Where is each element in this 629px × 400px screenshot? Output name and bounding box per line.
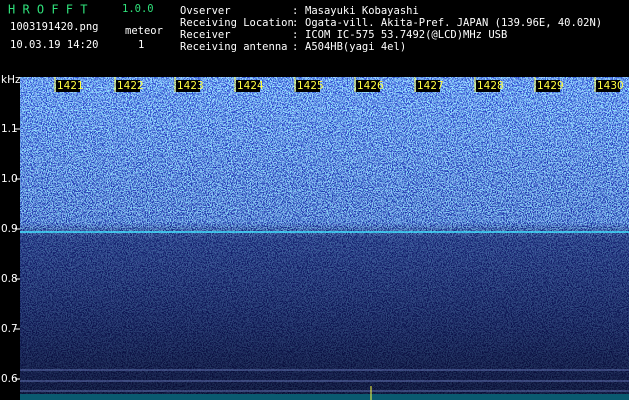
info-value: A504HB(yagi 4el) xyxy=(305,41,406,53)
info-label: Receiver xyxy=(180,29,231,41)
info-value: ICOM IC-575 53.7492(@LCD)MHz USB xyxy=(305,29,507,41)
time-label-bg xyxy=(56,80,80,92)
filename: 1003191420.png xyxy=(10,21,99,33)
time-label: 1423 xyxy=(177,80,204,92)
y-label: 0.9 xyxy=(1,223,18,235)
time-labels: 1421 1422 1423 1424 1425 1426 1427 1428 1429 1430 xyxy=(54,77,624,92)
time-label: 1428 xyxy=(477,80,504,92)
info-separator: : xyxy=(292,5,298,17)
level-trace xyxy=(20,394,629,400)
time-label-bg xyxy=(236,80,260,92)
y-label: 0.7 xyxy=(1,323,18,335)
time-label-bg xyxy=(596,80,620,92)
y-axis-area xyxy=(0,77,20,400)
info-value: Masayuki Kobayashi xyxy=(305,5,419,17)
y-unit: kHz xyxy=(1,74,21,86)
info-value: Ogata-vill. Akita-Pref. JAPAN (139.96E, … xyxy=(305,17,602,29)
info-label: Receiving antenna xyxy=(180,41,287,53)
time-label: 1421 xyxy=(57,80,84,92)
time-label-bg xyxy=(416,80,440,92)
app-title: H R O F F T xyxy=(8,3,87,17)
info-separator: : xyxy=(292,41,298,53)
mode: meteor xyxy=(125,25,163,37)
info-label: Ovserver xyxy=(180,5,231,17)
version: 1.0.0 xyxy=(122,3,154,15)
time-label-bg xyxy=(176,80,200,92)
info-label: Receiving Location xyxy=(180,17,294,29)
time-label: 1422 xyxy=(117,80,144,92)
time-label: 1424 xyxy=(237,80,264,92)
time-label: 1426 xyxy=(357,80,384,92)
info-panel: Ovserver: Masayuki Kobayashi Receiving Loc… xyxy=(180,5,602,53)
time-label: 1429 xyxy=(537,80,564,92)
y-label: 1.0 xyxy=(1,173,18,185)
noise xyxy=(20,77,629,400)
y-axis: kHz 1.1 1.0 0.9 0.8 0.7 0.6 xyxy=(1,74,21,385)
info-separator: : xyxy=(292,17,298,29)
time-label: 1425 xyxy=(297,80,324,92)
time-label: 1430 xyxy=(597,80,624,92)
info-separator: : xyxy=(292,29,298,41)
time-label-bg xyxy=(536,80,560,92)
datetime: 10.03.19 14:20 xyxy=(10,39,99,51)
count: 1 xyxy=(138,39,144,51)
time-label-bg xyxy=(296,80,320,92)
time-label-bg xyxy=(356,80,380,92)
time-label: 1427 xyxy=(417,80,444,92)
y-label: 0.8 xyxy=(1,273,18,285)
time-label-bg xyxy=(116,80,140,92)
time-label-bg xyxy=(476,80,500,92)
y-label: 1.1 xyxy=(1,123,18,135)
y-label: 0.6 xyxy=(1,373,18,385)
